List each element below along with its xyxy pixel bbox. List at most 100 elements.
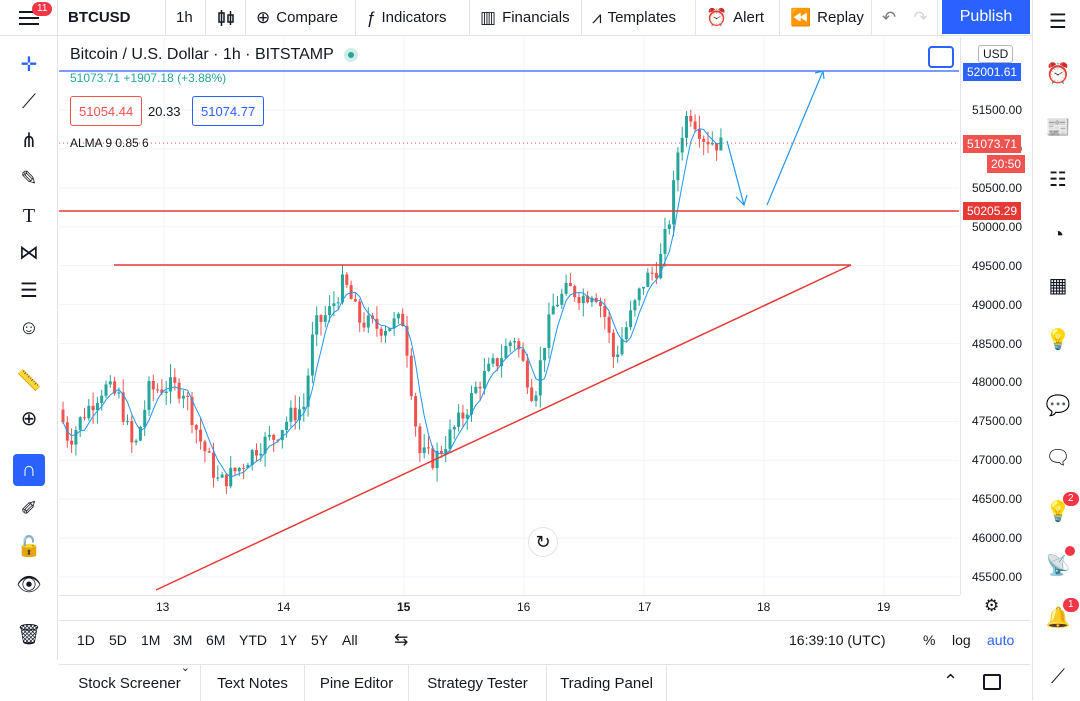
- utc-clock[interactable]: 16:39:10 (UTC): [789, 632, 886, 648]
- chart-legend-title: Bitcoin / U.S. Dollar · 1h · BITSTAMP: [70, 46, 358, 64]
- pine-chart-button[interactable]: ⟋: [1041, 660, 1075, 694]
- range-1y[interactable]: 1Y: [280, 632, 298, 648]
- interval-button[interactable]: 1h: [166, 0, 206, 36]
- data-window-button[interactable]: ☷: [1041, 162, 1075, 196]
- auto-scale-toggle[interactable]: auto: [987, 632, 1015, 648]
- range-all[interactable]: All: [342, 632, 358, 648]
- tab-strategy-tester[interactable]: Strategy Tester: [409, 665, 547, 701]
- candle-body: [568, 282, 572, 287]
- goto-date-button[interactable]: ⇆: [394, 630, 408, 650]
- candle-body: [719, 137, 723, 151]
- indicators-button[interactable]: ƒ Indicators: [356, 0, 470, 36]
- tab-trading-panel[interactable]: Trading Panel: [547, 665, 667, 701]
- currency-button[interactable]: USD: [978, 45, 1014, 63]
- crosshair-tool[interactable]: ✛: [13, 48, 45, 80]
- tab-text-notes[interactable]: Text Notes: [201, 665, 305, 701]
- candle-body: [353, 299, 357, 302]
- remove-drawings-tool[interactable]: 🗑: [13, 618, 45, 650]
- time-label: 15: [397, 600, 411, 614]
- range-5y[interactable]: 5Y: [311, 632, 329, 648]
- watchlist-button[interactable]: ☰: [1041, 4, 1075, 38]
- chat-icon: 🗨: [1045, 446, 1071, 469]
- chart-style-button[interactable]: [206, 0, 246, 36]
- candle-body: [302, 406, 306, 410]
- buy-price-button[interactable]: 51074.77: [192, 96, 265, 126]
- prediction-tool[interactable]: ☰: [13, 274, 45, 306]
- streams-button[interactable]: 📡: [1041, 546, 1075, 582]
- time-axis[interactable]: 13 14 15 16 17 18 19: [59, 595, 959, 619]
- lock-drawing-tool[interactable]: ✐: [13, 492, 45, 524]
- emoji-tool[interactable]: ☺: [13, 312, 45, 344]
- candle-body: [169, 377, 172, 392]
- financials-button[interactable]: ▥ Financials: [470, 0, 582, 36]
- zoom-tool[interactable]: ⊕: [13, 402, 45, 434]
- range-3m[interactable]: 3M: [173, 632, 193, 648]
- candle-body: [341, 274, 344, 303]
- lock-all-tool[interactable]: 🔓: [13, 530, 45, 562]
- candle-body: [607, 316, 611, 333]
- log-scale-toggle[interactable]: log: [952, 632, 971, 648]
- magnet-tool[interactable]: ∩: [13, 454, 45, 486]
- alerts-button[interactable]: ⏰: [1041, 56, 1075, 90]
- candle-body: [392, 318, 396, 328]
- calendar-button[interactable]: ▦: [1041, 268, 1075, 302]
- price-axis[interactable]: 51500.0051000.0050500.0050000.0049500.00…: [960, 37, 1030, 595]
- chevron-up-icon[interactable]: ⌃: [943, 671, 959, 691]
- chart-settings-button[interactable]: ⚙: [984, 596, 999, 616]
- ideas-stream-button[interactable]: 💡 2: [1041, 492, 1079, 528]
- percent-scale-toggle[interactable]: %: [923, 632, 936, 648]
- symbol-search[interactable]: BTCUSD: [58, 0, 166, 36]
- range-6m[interactable]: 6M: [206, 632, 226, 648]
- redo-button[interactable]: ↷: [904, 0, 938, 36]
- templates-button[interactable]: ⩘ Templates: [582, 0, 696, 36]
- time-label: 16: [517, 600, 531, 614]
- right-sidebar: ☰ ⏰ 📰 ☷ ◔ ▦ 💡 💬 🗨 💡 2 📡 🔔 1 ⟋: [1032, 0, 1080, 700]
- maximize-panel-icon[interactable]: [983, 674, 1001, 690]
- sell-price-button[interactable]: 51054.44: [70, 96, 143, 126]
- compare-button[interactable]: ⊕ Compare: [246, 0, 356, 36]
- hotlists-button[interactable]: ◔: [1041, 218, 1075, 252]
- tab-pine-editor[interactable]: Pine Editor: [305, 665, 409, 701]
- candle-body: [710, 143, 714, 145]
- undo-button[interactable]: ↶: [872, 0, 906, 36]
- alert-button[interactable]: ⏰ Alert: [696, 0, 780, 36]
- chats-button[interactable]: 💬: [1041, 388, 1075, 422]
- trendline-tool[interactable]: ⟋: [13, 86, 45, 118]
- candle-body: [637, 288, 641, 301]
- tab-label: Trading Panel: [560, 674, 653, 692]
- range-1d[interactable]: 1D: [77, 632, 95, 648]
- smiley-icon: ☺: [18, 316, 40, 339]
- time-label: 18: [757, 600, 771, 614]
- clock-refresh-icon: ◔: [1051, 223, 1065, 246]
- notification-badge: 11: [32, 2, 53, 16]
- ideas-button[interactable]: 💡: [1041, 322, 1075, 356]
- main-menu-button[interactable]: 11: [0, 0, 58, 36]
- candle-body: [487, 363, 491, 371]
- candle-body: [616, 354, 620, 357]
- ruler-tool[interactable]: 📏: [13, 364, 45, 396]
- reset-chart-button[interactable]: ↻: [528, 527, 558, 557]
- replay-button[interactable]: ⏪ Replay: [780, 0, 872, 36]
- alma-indicator-legend[interactable]: ALMA 9 0.85 6: [70, 136, 149, 150]
- tab-label: Text Notes: [217, 674, 288, 692]
- fib-tool[interactable]: ⋔: [13, 124, 45, 156]
- hide-tool[interactable]: 👁: [13, 568, 45, 600]
- fullscreen-button[interactable]: [928, 46, 954, 68]
- public-chats-button[interactable]: 🗨: [1041, 440, 1075, 474]
- range-1m[interactable]: 1M: [141, 632, 161, 648]
- text-tool[interactable]: T: [13, 200, 45, 232]
- candle-body: [685, 115, 688, 138]
- tab-stock-screener[interactable]: Stock Screener ⌄: [59, 662, 201, 701]
- brush-tool[interactable]: ✎: [13, 162, 45, 194]
- replay-label: Replay: [817, 9, 864, 26]
- candle-body: [177, 382, 181, 399]
- range-ytd[interactable]: YTD: [239, 632, 267, 648]
- pattern-tool[interactable]: ⋈: [13, 236, 45, 268]
- pattern-icon: ⋈: [19, 241, 39, 264]
- range-5d[interactable]: 5D: [109, 632, 127, 648]
- notifications-button[interactable]: 🔔 1: [1041, 598, 1079, 634]
- publish-button[interactable]: Publish: [942, 0, 1030, 34]
- chart-pane[interactable]: [59, 37, 959, 595]
- price-chart[interactable]: [59, 37, 959, 595]
- news-button[interactable]: 📰: [1041, 110, 1075, 144]
